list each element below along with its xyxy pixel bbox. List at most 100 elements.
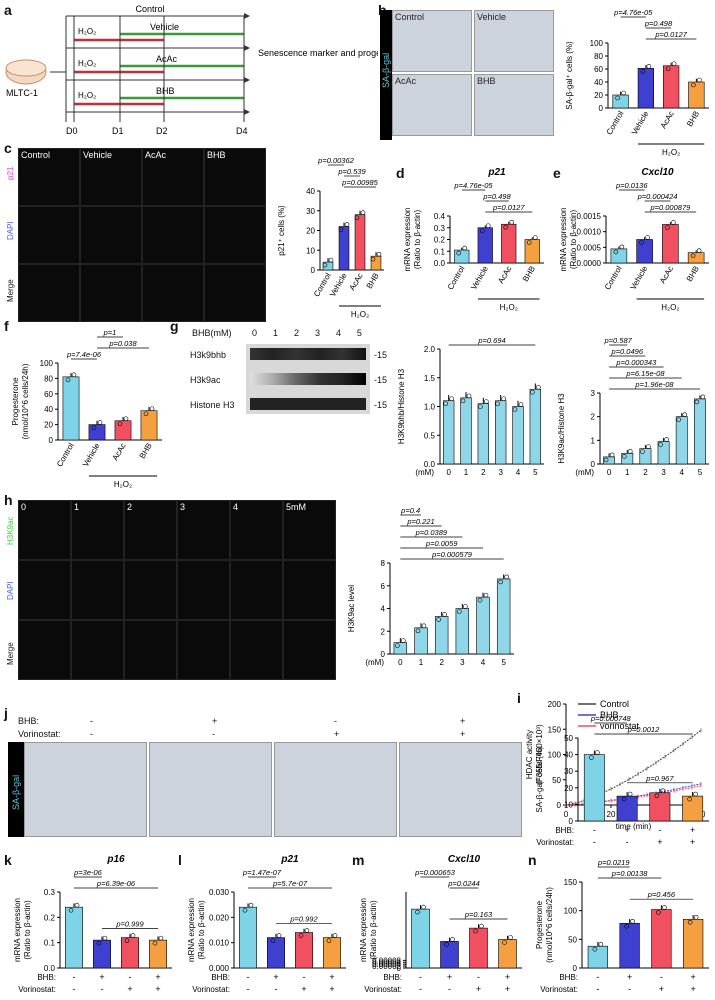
day-label: D4 <box>236 126 248 136</box>
data-point <box>495 401 500 407</box>
data-point <box>415 909 420 915</box>
data-point <box>693 791 698 797</box>
data-point <box>603 457 609 463</box>
bar <box>498 939 517 969</box>
y-tick-label: 8 <box>381 559 386 568</box>
y-tick-label: 0 <box>311 266 316 275</box>
data-point <box>530 389 535 395</box>
vorinostat-sign: + <box>329 984 334 994</box>
bar <box>65 906 83 969</box>
y-tick-label: 0.0015 <box>577 212 602 221</box>
data-point <box>502 940 507 945</box>
p-value-label: p=0.0127 <box>654 30 687 39</box>
bhb-sign-label: BHB: <box>559 973 578 982</box>
bar <box>476 596 490 655</box>
vorinostat-sign: - <box>101 984 104 994</box>
data-point <box>97 420 103 425</box>
x-tick-label: 1 <box>625 468 630 477</box>
data-point <box>442 612 447 617</box>
y-axis-label: mRNA expression(Ratio to β-actin) <box>187 898 206 962</box>
vorinostat-row-label: Vorinostat: <box>18 729 61 739</box>
vorinostat-sign: - <box>448 984 451 994</box>
bar <box>621 453 634 465</box>
p-value-label: p=7.4e-06 <box>66 350 102 359</box>
svg-text:H₂O₂: H₂O₂ <box>78 27 96 36</box>
micrograph: Control <box>18 148 80 206</box>
data-point <box>130 933 136 938</box>
micrograph <box>204 264 266 322</box>
data-point <box>149 406 155 412</box>
data-point <box>619 244 625 250</box>
data-point <box>700 394 706 400</box>
y-tick-label: 0.2 <box>434 236 446 245</box>
bhb-sign: + <box>505 972 510 982</box>
data-point <box>421 904 426 910</box>
p-value-label: p=0.694 <box>477 336 505 345</box>
data-point <box>443 401 448 407</box>
data-point <box>322 262 328 268</box>
bhb-sign: - <box>419 972 422 982</box>
y-tick-label: 1.0 <box>424 403 436 412</box>
data-point <box>395 643 400 648</box>
data-point <box>457 609 462 614</box>
row-label: p21 <box>6 166 15 180</box>
x-tick-label: Vehicle <box>469 264 490 291</box>
p-value-label: p=6.15e-08 <box>625 369 665 378</box>
y-tick-label: 60 <box>44 390 53 399</box>
y-tick-label: 0 <box>573 964 578 973</box>
x-tick-label: 1 <box>419 658 424 667</box>
day-label: D0 <box>66 126 78 136</box>
y-tick-label: 100 <box>548 751 562 760</box>
experimental-timeline-diagram: MLTC-1 Control H₂O₂ Vehicle H₂O₂ AcAc H₂… <box>5 4 378 136</box>
x-tick-label: AcAc <box>348 272 365 293</box>
p-value-label: p=1.96e-08 <box>634 380 674 389</box>
band-label: Histone H3 <box>190 400 235 410</box>
data-point <box>691 82 696 88</box>
y-axis-label: mRNA expression(Ratio to β-actin) <box>13 898 32 962</box>
data-point <box>532 235 538 240</box>
bar <box>477 403 490 465</box>
p-value-label: p=1.47e-07 <box>242 868 282 877</box>
bar <box>651 909 672 969</box>
x-tick-label: 0 <box>398 658 403 667</box>
data-point <box>621 796 627 802</box>
y-tick-label: 0.1 <box>44 939 56 948</box>
bhb-sign: - <box>596 972 599 982</box>
bar <box>496 578 511 655</box>
p-value-label: p=0.038 <box>108 339 137 348</box>
p-value-label: p=0.000748 <box>590 714 632 723</box>
y-tick-label: 0 <box>397 964 402 973</box>
p-value-label: p=0.0012 <box>627 725 660 734</box>
x-tick-label: 4 <box>680 468 685 477</box>
panel-label-n: n <box>528 852 537 868</box>
row-label: H3K9ac <box>6 516 15 545</box>
p-value-label: p=0.539 <box>337 167 366 176</box>
y-tick-label: 100 <box>40 359 54 368</box>
data-point <box>676 417 682 422</box>
data-point <box>401 638 406 643</box>
bhb-sign: - <box>303 972 306 982</box>
mw-marker: -15 <box>374 400 388 410</box>
y-tick-label: 0.5 <box>424 431 436 440</box>
bar <box>455 608 470 655</box>
panel-label-m: m <box>352 852 365 868</box>
timeline-row: H₂O₂ AcAc <box>66 54 250 83</box>
data-point <box>665 66 671 72</box>
data-point <box>503 224 509 230</box>
x-tick-label: 1 <box>464 468 469 477</box>
data-point <box>615 95 620 101</box>
data-point <box>662 905 667 910</box>
data-point <box>484 399 489 404</box>
p-value-label: p=0.0127 <box>492 203 525 212</box>
y-tick-label: 0 <box>49 436 54 445</box>
timeline-row: H₂O₂ BHB <box>66 86 250 115</box>
y-tick-label: 200 <box>548 700 562 709</box>
data-point <box>479 923 484 929</box>
x-axis-label: time (min) <box>616 822 652 831</box>
x-tick-label: BHB <box>685 265 701 284</box>
y-axis-label: p21⁺ cells (%) <box>277 205 286 256</box>
vorinostat-sign: + <box>657 837 662 847</box>
data-point <box>462 245 468 251</box>
